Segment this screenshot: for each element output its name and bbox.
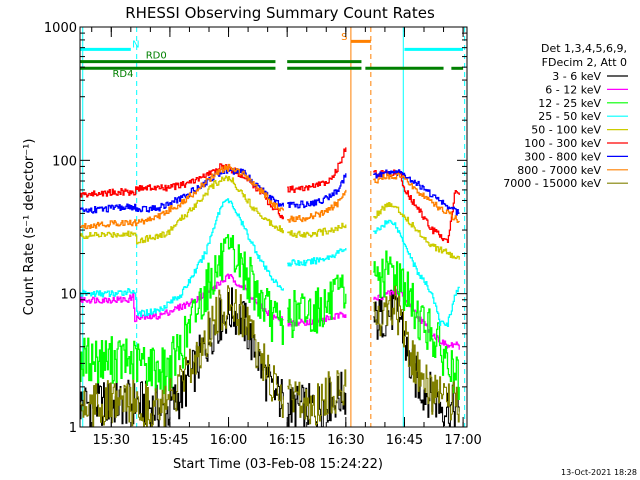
- y-tick-label-2: 100: [52, 154, 77, 169]
- series-4: [80, 175, 460, 260]
- legend: Det 1,3,4,5,6,9, FDecim 2, Att 0 3 - 6 k…: [503, 42, 628, 190]
- series-7-segment-1: [287, 189, 347, 223]
- x-tick-label-6: 17:00: [444, 433, 481, 448]
- series-8: [80, 285, 460, 427]
- series-0-segment-0: [80, 287, 284, 427]
- x-tick-label-4: 16:30: [327, 433, 364, 448]
- series-3-segment-2: [373, 219, 460, 328]
- annotation-label-RD0: RD0: [146, 51, 167, 62]
- y-tick-label-3: 1000: [44, 21, 77, 36]
- series-4-segment-0: [80, 175, 284, 245]
- legend-header-line-1: Det 1,3,4,5,6,9,: [541, 42, 627, 55]
- legend-header-line-2: FDecim 2, Att 0: [542, 56, 627, 69]
- legend-label-4: 50 - 100 keV: [531, 124, 601, 137]
- legend-label-6: 300 - 800 keV: [524, 150, 601, 163]
- legend-label-7: 800 - 7000 keV: [517, 164, 601, 177]
- legend-label-5: 100 - 300 keV: [524, 137, 601, 150]
- x-axis-label: Start Time (03-Feb-08 15:24:22): [173, 457, 383, 472]
- plot-frame: [79, 26, 468, 428]
- series-1-segment-0: [80, 273, 284, 323]
- y-tick-label-0: 1: [69, 421, 77, 436]
- series-4-segment-2: [373, 202, 460, 260]
- annotation-label-N: N: [132, 40, 139, 51]
- series-8-segment-0: [80, 285, 284, 427]
- series-3-segment-0: [80, 198, 284, 317]
- y-axis-label: Count Rate (s⁻¹ detector⁻¹): [22, 139, 37, 316]
- legend-label-8: 7000 - 15000 keV: [503, 177, 601, 190]
- series-0-segment-2: [373, 288, 460, 427]
- series-2-segment-2: [373, 250, 460, 400]
- series-6-segment-1: [287, 173, 347, 209]
- x-tick-label-5: 16:45: [386, 433, 423, 448]
- series-3-segment-1: [287, 248, 347, 267]
- x-tick-label-2: 16:00: [210, 433, 247, 448]
- legend-label-0: 3 - 6 keV: [552, 70, 601, 83]
- series-2-segment-1: [287, 274, 347, 339]
- x-tick-label-1: 15:45: [151, 433, 188, 448]
- y-tick-label-1: 10: [60, 288, 77, 303]
- legend-label-2: 12 - 25 keV: [538, 97, 601, 110]
- series-6-segment-2: [373, 169, 460, 216]
- x-tick-label-3: 16:15: [268, 433, 305, 448]
- annotation-label-RD4: RD4: [112, 69, 133, 80]
- series-6-segment-0: [80, 167, 284, 214]
- x-tick-label-0: 15:30: [93, 433, 130, 448]
- legend-label-3: 25 - 50 keV: [538, 110, 601, 123]
- series-2: [80, 234, 460, 400]
- series-7: [80, 163, 460, 230]
- footer-date: 13-Oct-2021 18:28: [561, 468, 637, 477]
- annotation-label-S: S: [341, 32, 347, 43]
- series-8-segment-2: [373, 285, 460, 423]
- legend-label-1: 6 - 12 keV: [545, 83, 601, 96]
- series-2-segment-0: [80, 234, 284, 395]
- series-4-segment-1: [287, 222, 347, 238]
- series-3: [80, 198, 460, 328]
- chart-title: RHESSI Observing Summary Count Rates: [125, 4, 435, 22]
- series-7-segment-0: [80, 163, 284, 230]
- series-7-segment-2: [373, 173, 460, 223]
- series-5-segment-1: [287, 147, 347, 193]
- series-8-segment-1: [287, 369, 347, 426]
